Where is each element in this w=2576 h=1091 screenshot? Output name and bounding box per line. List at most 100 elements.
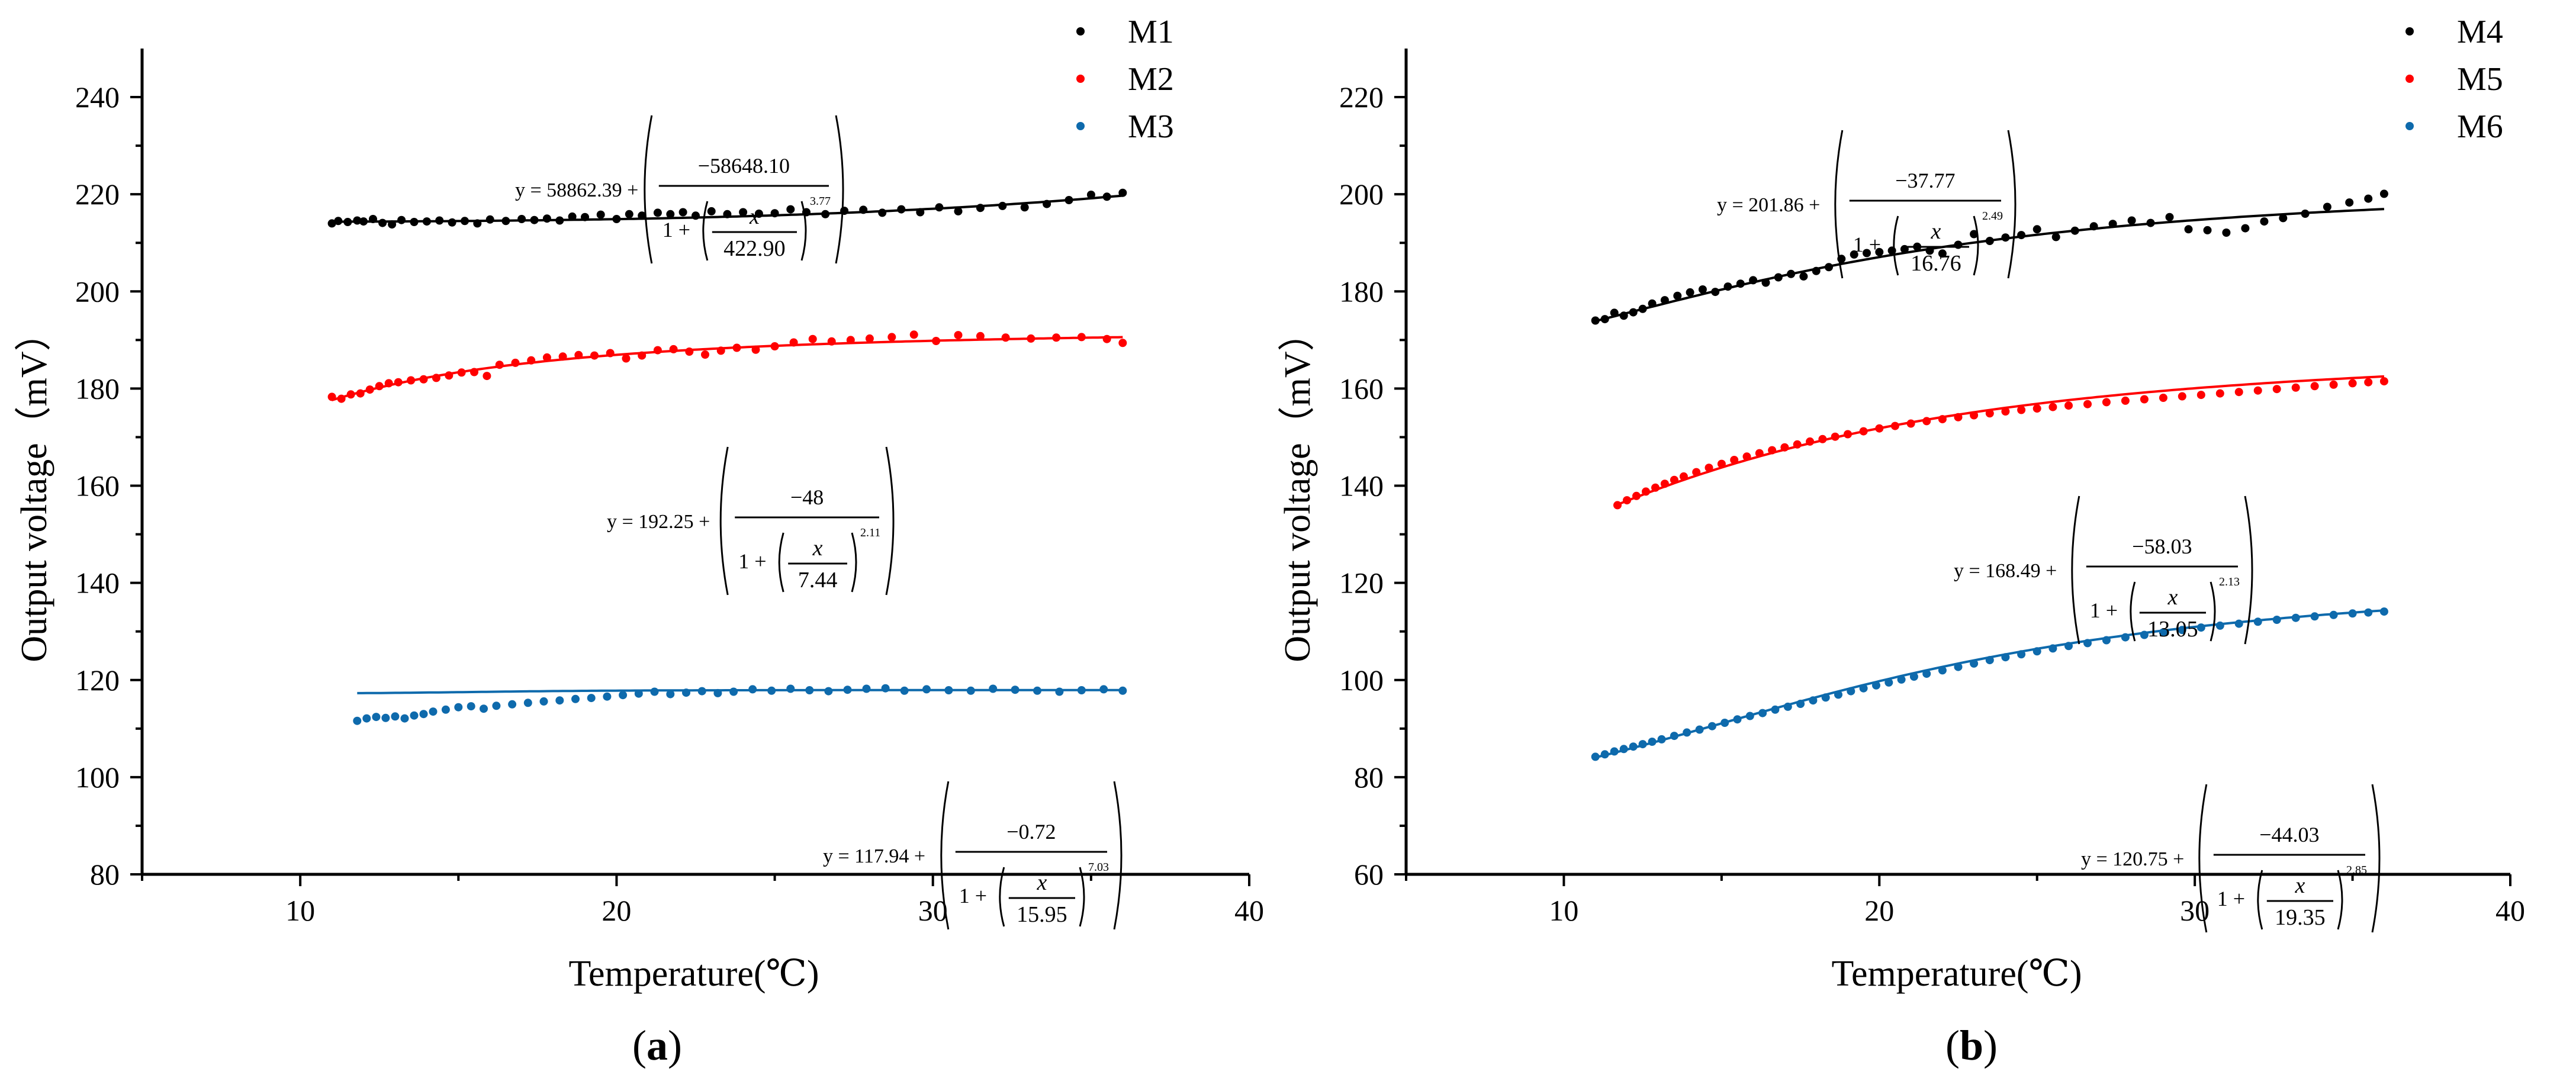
- equation-exponent: 7.03: [1088, 861, 1109, 874]
- inner-right-paren: [800, 201, 807, 261]
- data-point-m5: [1692, 468, 1701, 477]
- equation-one-plus: 1 +: [663, 218, 690, 242]
- data-point-m4: [1591, 316, 1600, 325]
- data-point-m6: [1809, 696, 1818, 705]
- data-point-m6: [2379, 607, 2388, 616]
- legend-marker-m3: [1076, 122, 1085, 130]
- data-point-m1: [770, 209, 779, 218]
- data-point-m3: [862, 684, 871, 693]
- data-point-m6: [1695, 725, 1704, 734]
- data-point-m5: [1922, 417, 1931, 426]
- panel-a-x-tick-label: 10: [285, 894, 315, 927]
- data-point-m3: [682, 688, 690, 697]
- data-point-m6: [1897, 675, 1906, 684]
- data-point-m2: [337, 394, 346, 403]
- panel-b-x-axis-label: Temperature(℃): [1831, 954, 2082, 994]
- equation-amplitude: −58.03: [2132, 535, 2192, 558]
- data-point-m3: [353, 716, 362, 725]
- data-point-m1: [678, 208, 687, 217]
- data-point-m6: [1733, 715, 1742, 724]
- data-point-m2: [558, 352, 567, 361]
- equation-exponent: 2.13: [2219, 575, 2240, 588]
- data-point-m3: [1011, 686, 1020, 694]
- data-point-m6: [1872, 681, 1880, 690]
- data-point-m2: [470, 368, 478, 376]
- data-point-m3: [697, 687, 706, 696]
- data-point-m3: [805, 686, 814, 694]
- data-point-m1: [353, 216, 362, 225]
- data-point-m4: [1749, 276, 1758, 285]
- panel-a-y-tick-label: 160: [75, 469, 120, 503]
- equation-x: x: [749, 204, 760, 229]
- data-point-m3: [603, 692, 612, 701]
- fit-curve-m3: [357, 688, 1123, 694]
- data-point-m5: [1632, 491, 1641, 500]
- data-point-m6: [1884, 678, 1893, 687]
- data-point-m5: [2379, 377, 2388, 386]
- data-point-m4: [1610, 308, 1619, 317]
- data-point-m5: [1906, 419, 1915, 428]
- data-point-m4: [1812, 266, 1821, 275]
- equation-x0: 15.95: [1017, 902, 1067, 927]
- data-point-m5: [2064, 401, 2073, 410]
- data-point-m6: [2102, 636, 2111, 645]
- data-point-m1: [1065, 196, 1073, 204]
- fit-equation-m1: y = 58862.39 + −58648.10 1 + x 422.90 3.77: [515, 115, 844, 264]
- inner-right-paren: [1079, 867, 1085, 927]
- equation-one-plus: 1 +: [1853, 233, 1881, 256]
- data-point-m2: [407, 376, 416, 385]
- data-point-m3: [523, 699, 532, 707]
- data-point-m4: [2033, 225, 2041, 234]
- data-point-m5: [1642, 487, 1650, 496]
- inner-left-paren: [702, 201, 709, 261]
- data-point-m3: [362, 714, 371, 723]
- right-paren: [2007, 130, 2017, 279]
- data-point-m3: [634, 689, 643, 698]
- data-point-m4: [1638, 304, 1647, 313]
- data-point-m6: [2234, 619, 2243, 628]
- left-paren: [719, 446, 729, 596]
- data-point-m4: [1938, 249, 1947, 258]
- panel-a-y-tick-label: 220: [75, 178, 120, 211]
- data-point-m3: [713, 688, 722, 697]
- data-point-m1: [976, 204, 985, 213]
- data-point-m2: [542, 353, 551, 362]
- data-point-m1: [435, 216, 444, 225]
- equation-one-plus: 1 +: [2090, 598, 2118, 622]
- data-point-m4: [1629, 308, 1638, 317]
- panel-b-label: (b): [1945, 1022, 1998, 1069]
- equation-x0: 19.35: [2275, 905, 2326, 930]
- data-point-m5: [1660, 479, 1669, 488]
- data-point-m1: [422, 217, 431, 226]
- data-point-m2: [606, 349, 615, 358]
- data-point-m4: [2279, 214, 2288, 223]
- data-point-m5: [1938, 415, 1947, 424]
- data-point-m1: [359, 217, 368, 226]
- panel-a-y-tick-label: 80: [90, 858, 120, 891]
- data-point-m5: [1670, 475, 1678, 484]
- data-point-m3: [966, 686, 975, 695]
- data-point-m3: [843, 686, 852, 694]
- data-point-m6: [1922, 670, 1931, 678]
- data-point-m3: [729, 687, 738, 696]
- equation-exponent: 3.77: [810, 195, 831, 208]
- data-point-m2: [887, 333, 896, 342]
- panel-a-label: (a): [632, 1022, 682, 1069]
- panel-b-y-tick-label: 180: [1339, 275, 1384, 308]
- data-point-m6: [1758, 709, 1767, 717]
- panel-a-y-tick-label: 140: [75, 567, 120, 600]
- data-point-m3: [1055, 687, 1064, 696]
- equation-amplitude: −37.77: [1895, 169, 1955, 192]
- data-point-m2: [511, 358, 520, 367]
- data-point-m6: [1619, 745, 1628, 754]
- data-point-m4: [2184, 225, 2193, 234]
- data-point-m3: [619, 691, 628, 700]
- data-point-m5: [1954, 413, 1963, 421]
- data-point-m6: [2291, 613, 2300, 622]
- data-point-m6: [2364, 608, 2373, 617]
- data-point-m3: [441, 705, 450, 714]
- data-point-m2: [527, 356, 536, 365]
- equation-amplitude: −44.03: [2259, 823, 2319, 847]
- data-point-m1: [334, 217, 343, 226]
